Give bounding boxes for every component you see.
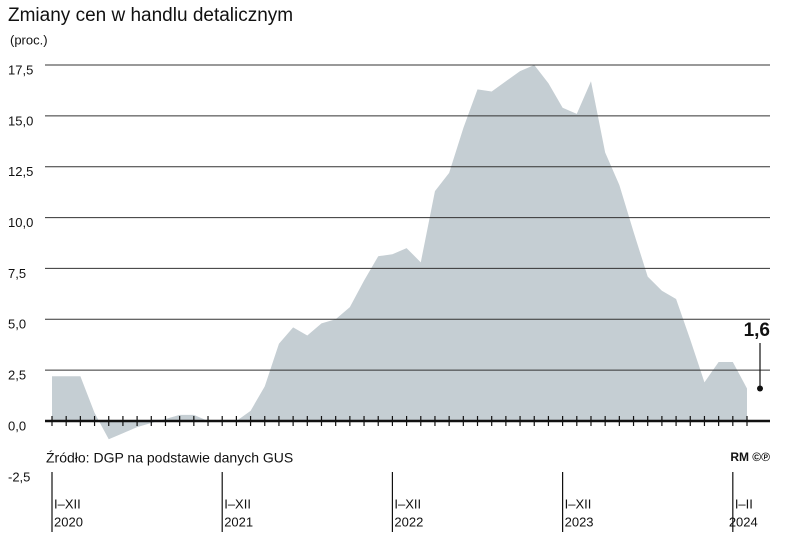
x-group-months: I–II	[735, 496, 753, 511]
x-group-year: 2023	[565, 514, 594, 529]
x-group-year: 2020	[54, 514, 83, 529]
y-tick-label: 2,5	[8, 368, 26, 383]
x-group-months: I–XII	[565, 496, 592, 511]
area	[52, 65, 747, 440]
x-group-months: I–XII	[224, 496, 251, 511]
y-tick-label: 5,0	[8, 317, 26, 332]
y-tick-label: 0,0	[8, 418, 26, 433]
x-group-year: 2022	[394, 514, 423, 529]
y-tick-label: 12,5	[8, 164, 33, 179]
chart-subtitle: (proc.)	[10, 32, 48, 47]
x-group-year: 2021	[224, 514, 253, 529]
x-group-months: I–XII	[394, 496, 421, 511]
value-dot	[757, 385, 763, 392]
source: Źródło: DGP na podstawie danych GUS	[46, 450, 293, 466]
y-tick-label: 15,0	[8, 113, 33, 128]
x-group-months: I–XII	[54, 496, 81, 511]
y-tick-label: -2,5	[8, 469, 30, 484]
value-label: 1,6	[744, 320, 770, 341]
y-tick-label: 17,5	[8, 62, 33, 77]
x-group-year: 2024	[729, 514, 758, 529]
y-tick-label: 10,0	[8, 215, 33, 230]
y-tick-label: 7,5	[8, 266, 26, 281]
chart-title: Zmiany cen w handlu detalicznym	[8, 5, 293, 26]
credit: RM ©℗	[730, 450, 770, 464]
